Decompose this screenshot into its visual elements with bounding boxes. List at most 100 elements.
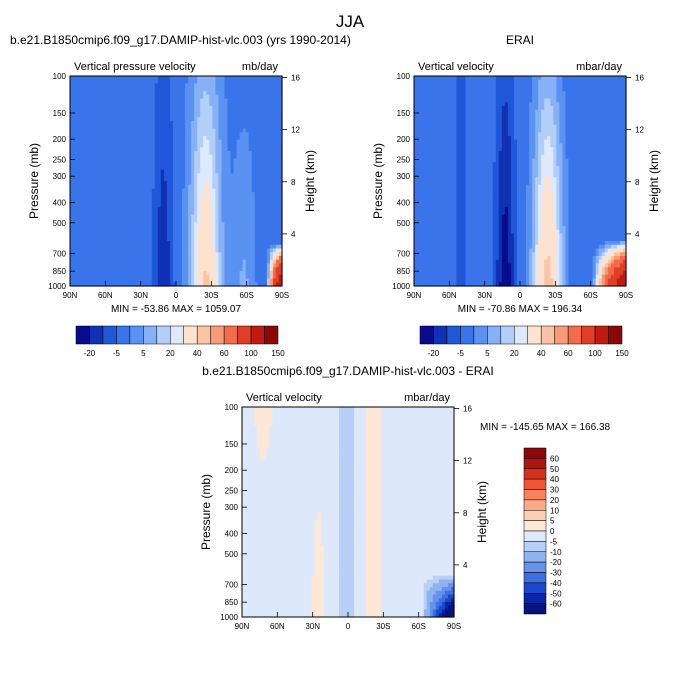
model-cell	[272, 237, 277, 242]
model-cell	[154, 211, 159, 216]
model-cell	[94, 181, 98, 186]
model-cell	[260, 278, 265, 283]
model-cell	[151, 207, 156, 212]
obs-cell	[541, 87, 545, 92]
model-cell	[218, 188, 223, 193]
model-cell	[133, 177, 138, 182]
obs-cell	[619, 106, 624, 111]
model-cell	[130, 188, 135, 193]
model-cell	[100, 139, 104, 145]
model-cell	[106, 207, 110, 212]
model-cell	[133, 136, 138, 141]
obs-cell	[550, 98, 554, 103]
model-cell	[124, 244, 129, 250]
model-cell	[109, 113, 113, 118]
obs-cell	[535, 91, 539, 96]
obs-cell	[571, 113, 576, 118]
model-cell	[215, 241, 219, 246]
model-cell	[151, 91, 156, 96]
model-cell	[169, 241, 174, 246]
model-cell	[260, 87, 265, 92]
model-cell	[179, 237, 183, 242]
model-cell	[191, 76, 195, 81]
model-cell	[233, 166, 238, 171]
model-cell	[185, 192, 189, 197]
obs-cell	[435, 76, 439, 81]
model-cell	[106, 259, 110, 265]
model-cell	[269, 244, 274, 250]
obs-cell	[586, 109, 591, 115]
model-cell	[254, 79, 259, 85]
model-cell	[200, 184, 204, 190]
model-cell	[245, 151, 250, 156]
model-cell	[127, 83, 132, 88]
model-cell	[166, 128, 171, 133]
model-cell	[163, 211, 168, 216]
model-cell	[197, 263, 201, 268]
model-cell	[260, 248, 265, 253]
model-cell	[73, 106, 77, 111]
model-cell	[103, 252, 107, 257]
model-cell	[206, 109, 210, 115]
model-cell	[203, 132, 207, 137]
model-cell	[200, 256, 204, 261]
obs-cell	[562, 79, 567, 85]
model-cell	[257, 211, 262, 216]
model-cell	[185, 102, 189, 107]
model-cell	[266, 278, 271, 283]
model-cell	[106, 214, 110, 220]
model-cell	[263, 214, 268, 220]
model-cell	[106, 117, 110, 122]
model-cell	[197, 128, 201, 133]
model-cell	[100, 109, 104, 115]
model-cell	[245, 98, 250, 103]
model-cell	[88, 181, 92, 186]
obs-cell	[607, 109, 612, 115]
model-cell	[169, 248, 174, 253]
model-cell	[176, 282, 180, 287]
model-cell	[188, 233, 192, 238]
model-cell	[266, 203, 271, 208]
model-cell	[239, 192, 244, 197]
model-cell	[172, 158, 177, 163]
model-cell	[212, 128, 216, 133]
model-cell	[203, 192, 207, 197]
model-cell	[212, 267, 216, 272]
model-cell	[212, 233, 216, 238]
obs-cell	[450, 94, 454, 100]
obs-cell	[580, 91, 585, 96]
model-cell	[76, 162, 80, 167]
model-cell	[275, 166, 280, 171]
obs-cell	[471, 117, 476, 122]
model-cell	[275, 106, 280, 111]
model-cell	[254, 244, 259, 250]
model-cell	[109, 94, 113, 100]
obs-cell	[444, 79, 448, 85]
obs-cell	[613, 117, 618, 122]
model-cell	[206, 192, 210, 197]
obs-cell	[604, 87, 609, 92]
model-cell	[160, 229, 165, 235]
model-cell	[118, 274, 123, 280]
model-cell	[200, 282, 204, 287]
model-cell	[109, 139, 113, 145]
model-cell	[182, 162, 186, 167]
model-cell	[115, 252, 120, 257]
model-cell	[236, 162, 241, 167]
model-cell	[85, 154, 89, 160]
model-cell	[112, 196, 117, 201]
model-cell	[254, 263, 259, 268]
obs-cell	[529, 124, 533, 130]
model-cell	[142, 147, 147, 152]
model-cell	[221, 196, 226, 201]
model-cell	[227, 211, 232, 216]
obs-cell	[504, 94, 509, 100]
model-cell	[136, 263, 141, 268]
model-cell	[85, 151, 89, 156]
obs-cell	[516, 94, 521, 100]
obs-cell	[507, 94, 512, 100]
model-cell	[200, 222, 204, 227]
model-cell	[275, 128, 280, 133]
model-cell	[182, 278, 186, 283]
model-cell	[236, 91, 241, 96]
